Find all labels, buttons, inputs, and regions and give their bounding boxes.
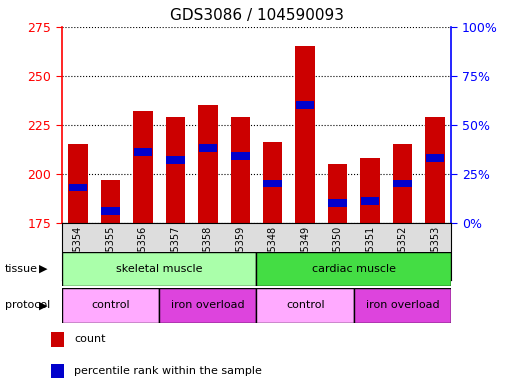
Text: control: control (91, 300, 130, 310)
Text: GSM245351: GSM245351 (365, 226, 375, 285)
Bar (393, 144, 412, 223)
Bar (159, 288, 256, 323)
Bar (133, 111, 152, 223)
Bar (199, 144, 217, 152)
Text: GSM245356: GSM245356 (138, 226, 148, 285)
Text: cardiac muscle: cardiac muscle (312, 264, 396, 274)
Bar (256, 252, 451, 286)
Bar (296, 101, 314, 109)
Bar (425, 117, 445, 223)
Bar (68, 144, 88, 223)
Text: ▶: ▶ (38, 300, 47, 310)
Bar (166, 156, 185, 164)
Text: GSM245350: GSM245350 (333, 226, 343, 285)
Text: count: count (74, 334, 106, 344)
Text: GSM245354: GSM245354 (73, 226, 83, 285)
Bar (230, 117, 250, 223)
Text: control: control (286, 300, 325, 310)
Bar (263, 142, 283, 223)
Bar (101, 180, 120, 223)
Text: ▶: ▶ (38, 264, 47, 274)
Bar (426, 154, 444, 162)
Bar (166, 117, 185, 223)
Text: protocol: protocol (5, 300, 50, 310)
Bar (133, 148, 152, 156)
Text: iron overload: iron overload (366, 300, 440, 310)
Bar (101, 207, 120, 215)
Text: GSM245355: GSM245355 (105, 226, 115, 285)
Text: GSM245353: GSM245353 (430, 226, 440, 285)
Text: GSM245358: GSM245358 (203, 226, 213, 285)
Bar (69, 184, 87, 191)
Text: GSM245349: GSM245349 (300, 226, 310, 285)
Title: GDS3086 / 104590093: GDS3086 / 104590093 (169, 8, 344, 23)
Bar (62, 288, 159, 323)
Bar (198, 105, 218, 223)
Text: GSM245348: GSM245348 (268, 226, 278, 285)
Bar (328, 164, 347, 223)
Bar (361, 197, 380, 205)
Bar (256, 288, 354, 323)
Bar (62, 252, 256, 286)
Text: skeletal muscle: skeletal muscle (116, 264, 202, 274)
Text: GSM245359: GSM245359 (235, 226, 245, 285)
Bar (393, 180, 412, 187)
Bar (361, 158, 380, 223)
Bar (51, 364, 64, 378)
Bar (354, 288, 451, 323)
Text: percentile rank within the sample: percentile rank within the sample (74, 366, 262, 376)
Bar (295, 46, 315, 223)
Text: GSM245352: GSM245352 (398, 226, 408, 285)
Bar (231, 152, 249, 160)
Bar (328, 199, 347, 207)
Bar (51, 332, 64, 346)
Text: tissue: tissue (5, 264, 38, 274)
Bar (264, 180, 282, 187)
Text: iron overload: iron overload (171, 300, 245, 310)
Text: GSM245357: GSM245357 (170, 226, 180, 285)
